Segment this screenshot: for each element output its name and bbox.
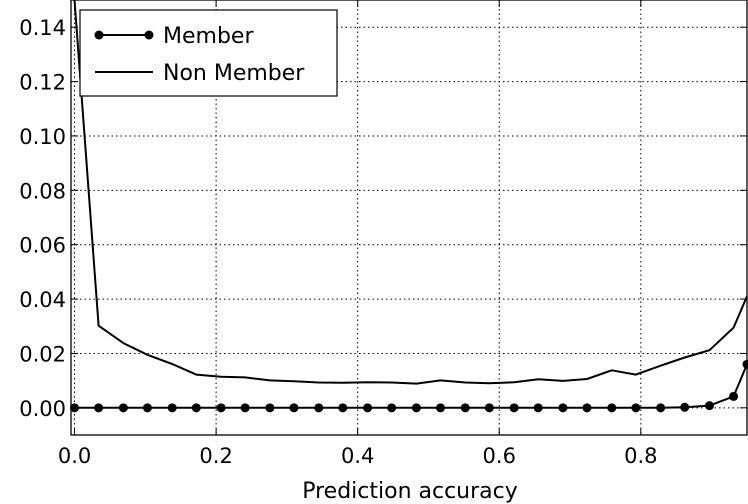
x-tick-label: 0.6 [483, 444, 516, 468]
data-point-member [411, 403, 421, 413]
data-point-member [240, 403, 250, 413]
y-tick-label: 0.02 [19, 342, 66, 366]
plot-frame [70, 0, 748, 436]
ticks: 0.0 0.2 0.4 0.6 0.8 0.00 0.02 0.04 0.06 0.08 0.10 0… [19, 0, 747, 468]
x-axis-label: Prediction accuracy [302, 479, 518, 504]
data-point-member [118, 403, 128, 413]
data-point-member [94, 403, 104, 413]
y-tick-label: 0.10 [19, 125, 66, 149]
legend-marker-member-left [94, 30, 104, 40]
grid-lines [71, 0, 747, 435]
data-point-member [582, 403, 592, 413]
legend-label-member: Member [163, 24, 254, 49]
data-point-member [167, 403, 177, 413]
legend: Member Non Member [79, 9, 338, 97]
data-point-member [631, 403, 641, 413]
x-tick-label: 0.0 [58, 444, 91, 468]
data-point-member [533, 403, 543, 413]
data-point-member [558, 403, 568, 413]
data-point-member [460, 403, 470, 413]
x-tick-label: 0.2 [199, 444, 232, 468]
data-point-member [289, 403, 299, 413]
legend-box [79, 9, 338, 97]
data-point-member [680, 402, 690, 412]
x-tick-label: 0.4 [341, 444, 374, 468]
y-tick-label: 0.08 [19, 179, 66, 203]
data-point-member [314, 403, 324, 413]
data-point-member [338, 403, 348, 413]
data-point-member [704, 401, 714, 411]
y-tick-label: 0.04 [19, 288, 66, 312]
data-point-member [729, 391, 739, 401]
legend-marker-member-right [144, 30, 154, 40]
data-point-member [216, 403, 226, 413]
y-tick-label: 0.06 [19, 234, 66, 258]
data-point-member [484, 403, 494, 413]
data-point-member [387, 403, 397, 413]
y-tick-label: 0.14 [19, 16, 66, 40]
data-point-member [191, 403, 201, 413]
y-tick-label: 0.00 [19, 397, 66, 421]
data-point-member [509, 403, 519, 413]
y-tick-label: 0.12 [19, 71, 66, 95]
data-point-member [656, 403, 666, 413]
data-point-member [607, 403, 617, 413]
data-point-member [363, 403, 373, 413]
series-line-non-member [73, 0, 748, 385]
data-point-member [265, 403, 275, 413]
data-point-member [142, 403, 152, 413]
legend-label-non-member: Non Member [163, 61, 305, 86]
data-point-member [435, 403, 445, 413]
x-tick-label: 0.8 [624, 444, 657, 468]
